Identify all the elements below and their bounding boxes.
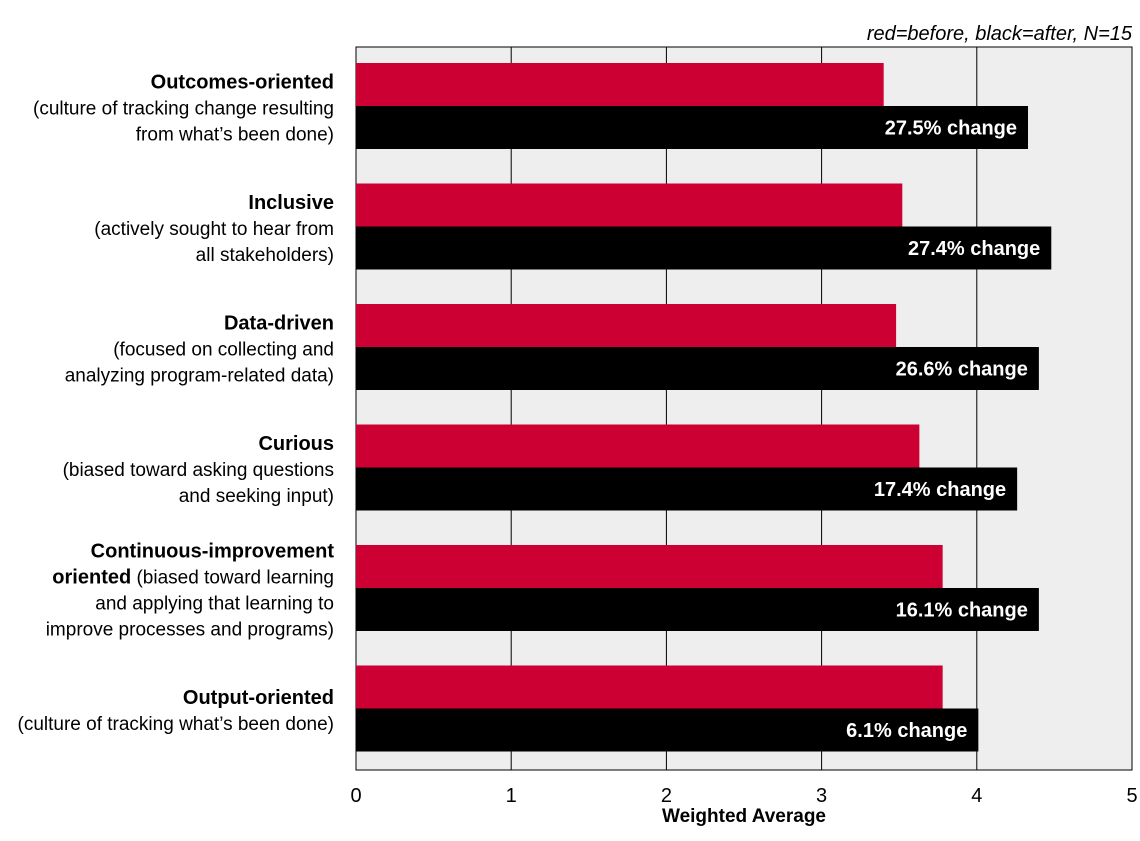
bar-before bbox=[356, 545, 943, 588]
category-description: (culture of tracking change resulting bbox=[33, 98, 334, 119]
bar-after bbox=[356, 588, 1039, 631]
bar-after bbox=[356, 708, 979, 752]
bar-after bbox=[356, 467, 1018, 511]
x-tick-label: 1 bbox=[506, 785, 517, 807]
data-label: 17.4% change bbox=[874, 479, 1006, 501]
category-title: Continuous-improvement bbox=[91, 540, 335, 562]
x-tick-label: 5 bbox=[1126, 785, 1137, 807]
bar-before bbox=[356, 424, 920, 468]
plot-background bbox=[355, 46, 1133, 771]
x-tick-label: 4 bbox=[971, 785, 982, 807]
data-label: 6.1% change bbox=[846, 720, 967, 742]
x-tick-label: 3 bbox=[816, 785, 827, 807]
bar-before bbox=[356, 665, 943, 709]
x-tick-label: 2 bbox=[661, 785, 672, 807]
category-description: from what’s been done) bbox=[136, 124, 334, 145]
bar-before bbox=[356, 183, 903, 227]
category-title: Data-driven bbox=[224, 312, 334, 334]
category-description: (focused on collecting and bbox=[113, 339, 334, 360]
data-label: 26.6% change bbox=[896, 359, 1028, 381]
category-description: and applying that learning to bbox=[95, 593, 334, 614]
bar-after bbox=[356, 106, 1029, 149]
category-description: improve processes and programs) bbox=[46, 619, 334, 640]
category-title: Curious bbox=[258, 433, 334, 455]
category-title: Inclusive bbox=[248, 192, 334, 214]
bar-before bbox=[356, 304, 897, 347]
plot-area: 27.5% change 27.4% change 26.6% change 17.4… bbox=[355, 46, 1133, 771]
x-tick-label: 0 bbox=[350, 785, 361, 807]
x-axis-title: Weighted Average bbox=[662, 806, 826, 827]
bar-before bbox=[356, 63, 884, 106]
category-labels: Outcomes-oriented (culture of tracking ch… bbox=[18, 71, 335, 735]
category-description: (actively sought to hear from bbox=[94, 219, 334, 240]
category-description: (biased toward learning bbox=[131, 567, 334, 588]
category-title: Outcomes-oriented bbox=[151, 71, 334, 93]
legend-note: red=before, black=after, N=15 bbox=[867, 23, 1133, 45]
x-axis: 0 1 2 3 4 5 bbox=[350, 785, 1137, 807]
category-title: Output-oriented bbox=[183, 687, 334, 709]
category-title-line2: oriented (biased toward learning bbox=[52, 566, 334, 588]
data-label: 27.5% change bbox=[885, 118, 1017, 140]
category-title-cont: oriented bbox=[52, 566, 131, 588]
data-label: 16.1% change bbox=[896, 600, 1028, 622]
category-description: (biased toward asking questions bbox=[63, 460, 334, 481]
category-description: analyzing program-related data) bbox=[65, 365, 334, 386]
category-description: (culture of tracking what’s been done) bbox=[18, 714, 335, 735]
category-description: and seeking input) bbox=[179, 486, 334, 507]
bar-after bbox=[356, 347, 1039, 390]
data-label: 27.4% change bbox=[908, 238, 1040, 260]
category-description: all stakeholders) bbox=[196, 245, 334, 266]
bar-after bbox=[356, 226, 1052, 270]
